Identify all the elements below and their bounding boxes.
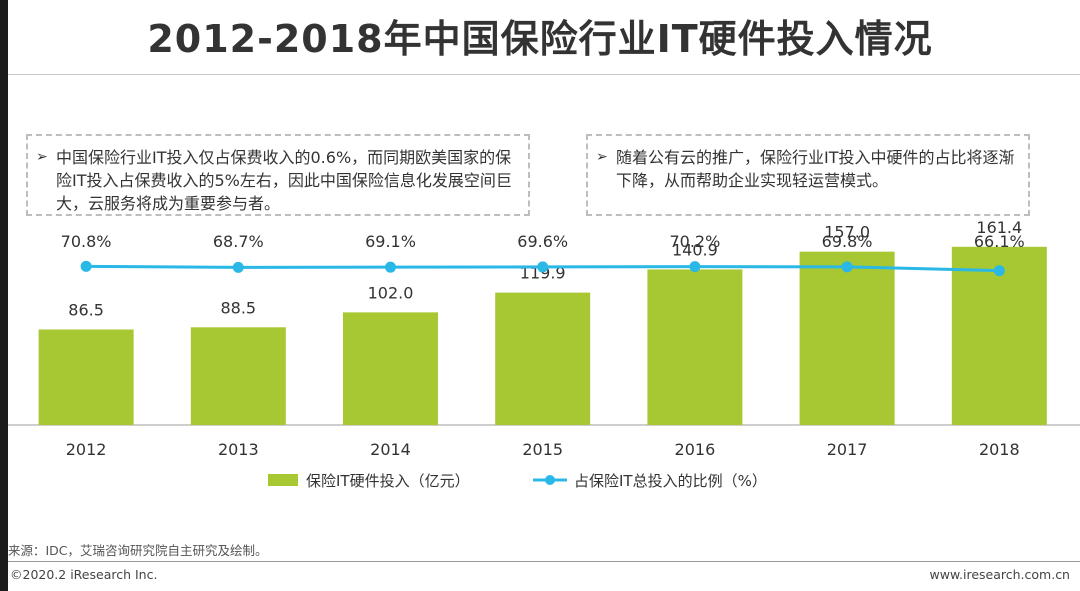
ratio-point-2012 [80,260,92,272]
x-tick-label: 2014 [370,440,411,459]
x-tick-label: 2013 [218,440,259,459]
bar-2016 [647,269,743,425]
ratio-value-label: 69.8% [822,232,873,251]
x-tick-label: 2016 [675,440,716,459]
source-note: 来源：IDC，艾瑞咨询研究院自主研究及绘制。 [8,543,268,558]
note-right-text: 随着公有云的推广，保险行业IT投入中硬件的占比将逐渐下降，从而帮助企业实现轻运营… [616,148,1015,190]
legend-bar-label: 保险IT硬件投入（亿元） [306,472,470,490]
ratio-point-2017 [841,261,853,273]
legend-line-marker [545,475,555,485]
website-link[interactable]: www.iresearch.com.cn [929,567,1071,582]
legend-bar-swatch [268,474,298,486]
ratio-value-label: 69.1% [365,232,416,251]
footer-divider [8,561,1080,562]
bar-2017 [799,251,895,425]
bar-value-label: 102.0 [368,283,414,302]
bar-2012 [38,329,134,425]
ratio-point-2013 [232,261,244,273]
bar-2015 [495,292,591,425]
note-left-text: 中国保险行业IT投入仅占保费收入的0.6%，而同期欧美国家的保险IT投入占保费收… [56,148,512,213]
bar-2018 [951,246,1047,425]
bullet-arrow-icon: ➢ [36,149,48,165]
x-tick-label: 2012 [66,440,107,459]
ratio-value-label: 70.8% [61,232,112,251]
bar-value-label: 140.9 [672,240,718,259]
bar-value-label: 161.4 [976,218,1022,237]
page-title: 2012-2018年中国保险行业IT硬件投入情况 [147,17,933,61]
ratio-value-label: 68.7% [213,232,264,251]
note-box-left: ➢ 中国保险行业IT投入仅占保费收入的0.6%，而同期欧美国家的保险IT投入占保… [26,134,530,216]
note-box-right: ➢ 随着公有云的推广，保险行业IT投入中硬件的占比将逐渐下降，从而帮助企业实现轻… [586,134,1030,216]
bar-value-label: 157.0 [824,223,870,242]
combo-chart: 86.5201288.52013102.02014119.92015140.92… [8,218,1080,490]
ratio-point-2016 [689,261,701,273]
bar-2014 [343,312,438,425]
left-edge-bar [0,0,8,591]
bar-2013 [190,327,286,425]
bar-value-label: 88.5 [220,298,256,317]
ratio-value-label: 70.2% [669,232,720,251]
copyright: ©2020.2 iResearch Inc. [10,567,158,582]
ratio-point-2018 [993,265,1005,277]
ratio-point-2015 [537,261,549,273]
x-tick-label: 2017 [827,440,868,459]
ratio-value-label: 69.6% [517,232,568,251]
x-tick-label: 2018 [979,440,1020,459]
x-tick-label: 2015 [522,440,563,459]
title-divider [8,74,1080,75]
legend-line-label: 占保险IT总投入的比例（%） [574,472,767,490]
bar-value-label: 86.5 [68,300,104,319]
ratio-point-2014 [385,261,396,273]
ratio-value-label: 66.1% [974,232,1025,251]
bullet-arrow-icon: ➢ [596,149,608,165]
